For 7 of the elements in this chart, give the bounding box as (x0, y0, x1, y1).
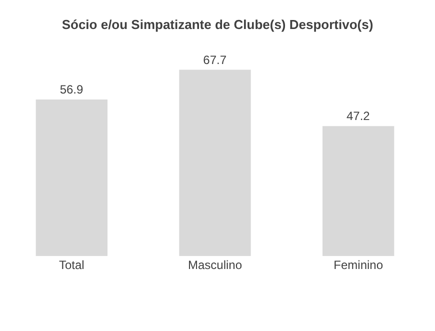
chart-title: Sócio e/ou Simpatizante de Clube(s) Desportivo(s) (62, 16, 374, 32)
data-label: 67.7 (203, 52, 227, 67)
data-label: 56.9 (60, 82, 84, 96)
data-label: 47.2 (346, 109, 370, 124)
x-tick-label: Total (58, 258, 84, 272)
x-tick-label: Feminino (334, 258, 384, 272)
x-tick-label: Masculino (188, 258, 242, 272)
